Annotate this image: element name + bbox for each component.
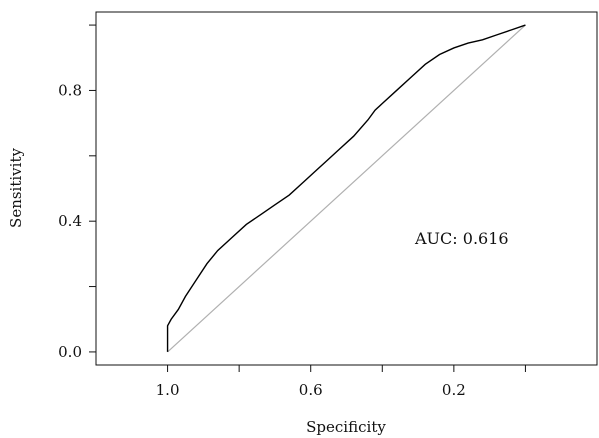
roc-curve — [166, 24, 526, 352]
y-tick-label: 0.0 — [58, 343, 82, 361]
auc-annotation: AUC: 0.616 — [414, 229, 509, 248]
x-axis-title: Specificity — [306, 418, 386, 436]
x-tick-label: 1.0 — [156, 381, 180, 399]
y-axis-title: Sensitivity — [7, 148, 25, 228]
x-tick-label: 0.6 — [299, 381, 323, 399]
axes: 1.0 0.6 0.2 0.0 0.4 0.8 — [58, 24, 526, 399]
y-tick-label: 0.8 — [58, 81, 82, 99]
plot-frame — [95, 11, 598, 366]
reference-diagonal — [167, 24, 526, 353]
x-tick-label: 0.2 — [442, 381, 466, 399]
y-tick-label: 0.4 — [58, 212, 82, 230]
